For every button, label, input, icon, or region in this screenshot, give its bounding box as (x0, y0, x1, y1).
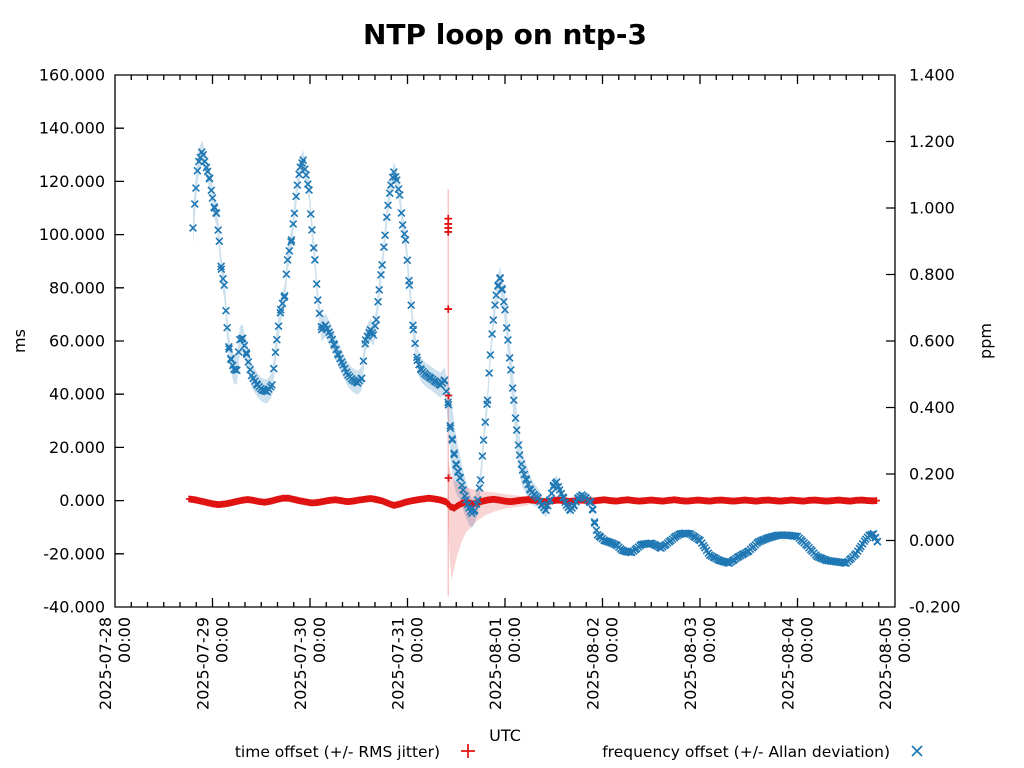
legend-label-frequency-offset: frequency offset (+/- Allan deviation) (602, 743, 890, 761)
x-tick-date-label: 2025-07-28 (96, 617, 115, 710)
y-right-tick-label: 0.400 (909, 398, 955, 417)
chart-title: NTP loop on ntp-3 (363, 18, 647, 51)
time-offset-event-spike-markers (444, 214, 453, 482)
y-left-tick-label: 120.000 (39, 172, 105, 191)
y-left-tick-label: -40.000 (43, 598, 105, 617)
plot-generated-content: 160.000 140.000 120.000 100.000 80.000 60.000… (39, 66, 961, 710)
x-tick-time-label: 00:00 (505, 617, 524, 663)
y-right-tick-label: 1.000 (909, 199, 955, 218)
y-left-tick-label: 20.000 (49, 438, 105, 457)
rms-jitter-band (447, 460, 535, 581)
y-right-tick-label: 0.800 (909, 265, 955, 284)
y-right-tick-label: 1.200 (909, 132, 955, 151)
y-left-tick-label: 0.000 (59, 491, 105, 510)
x-tick-time-label: 00:00 (603, 617, 622, 663)
legend: time offset (+/- RMS jitter) frequency o… (235, 743, 923, 761)
x-tick-date-label: 2025-08-01 (486, 617, 505, 710)
x-tick-time-label: 00:00 (115, 617, 134, 663)
y-left-tick-label: 100.000 (39, 225, 105, 244)
x-tick-time-label: 00:00 (213, 617, 232, 663)
x-tick-date-label: 2025-07-29 (194, 617, 213, 710)
frequency-offset-markers (189, 148, 882, 568)
x-tick-time-label: 00:00 (408, 617, 427, 663)
y-axis-left-label: ms (10, 329, 29, 353)
x-tick-time-label: 00:00 (798, 617, 817, 663)
x-tick-time-label: 00:00 (895, 617, 914, 663)
x-tick-date-label: 2025-07-30 (291, 617, 310, 710)
y-right-tick-label: 0.600 (909, 332, 955, 351)
y-left-tick-label: 60.000 (49, 332, 105, 351)
x-tick-time-label: 00:00 (700, 617, 719, 663)
x-tick-date-label: 2025-07-31 (389, 617, 408, 710)
legend-label-time-offset: time offset (+/- RMS jitter) (235, 743, 440, 761)
y-right-tick-label: -0.200 (909, 598, 961, 617)
y-right-tick-label: 0.000 (909, 531, 955, 550)
cross-marker-icon (911, 745, 923, 757)
x-tick-time-label: 00:00 (310, 617, 329, 663)
x-tick-date-label: 2025-08-02 (584, 617, 603, 710)
y-left-tick-label: 160.000 (39, 66, 105, 85)
y-left-tick-label: 80.000 (49, 278, 105, 297)
y-right-tick-label: 1.400 (909, 66, 955, 85)
x-axis-label: UTC (489, 726, 521, 745)
y-axis-right-label: ppm (976, 323, 995, 359)
x-tick-date-label: 2025-08-03 (681, 617, 700, 710)
y-right-tick-label: 0.200 (909, 465, 955, 484)
x-tick-date-label: 2025-08-05 (876, 617, 895, 710)
plot-frame-and-ticks (114, 74, 896, 608)
x-tick-date-label: 2025-08-04 (779, 617, 798, 710)
y-left-tick-label: -20.000 (43, 544, 105, 563)
y-left-tick-label: 40.000 (49, 385, 105, 404)
plus-marker-icon (461, 744, 475, 758)
y-left-tick-label: 140.000 (39, 119, 105, 138)
